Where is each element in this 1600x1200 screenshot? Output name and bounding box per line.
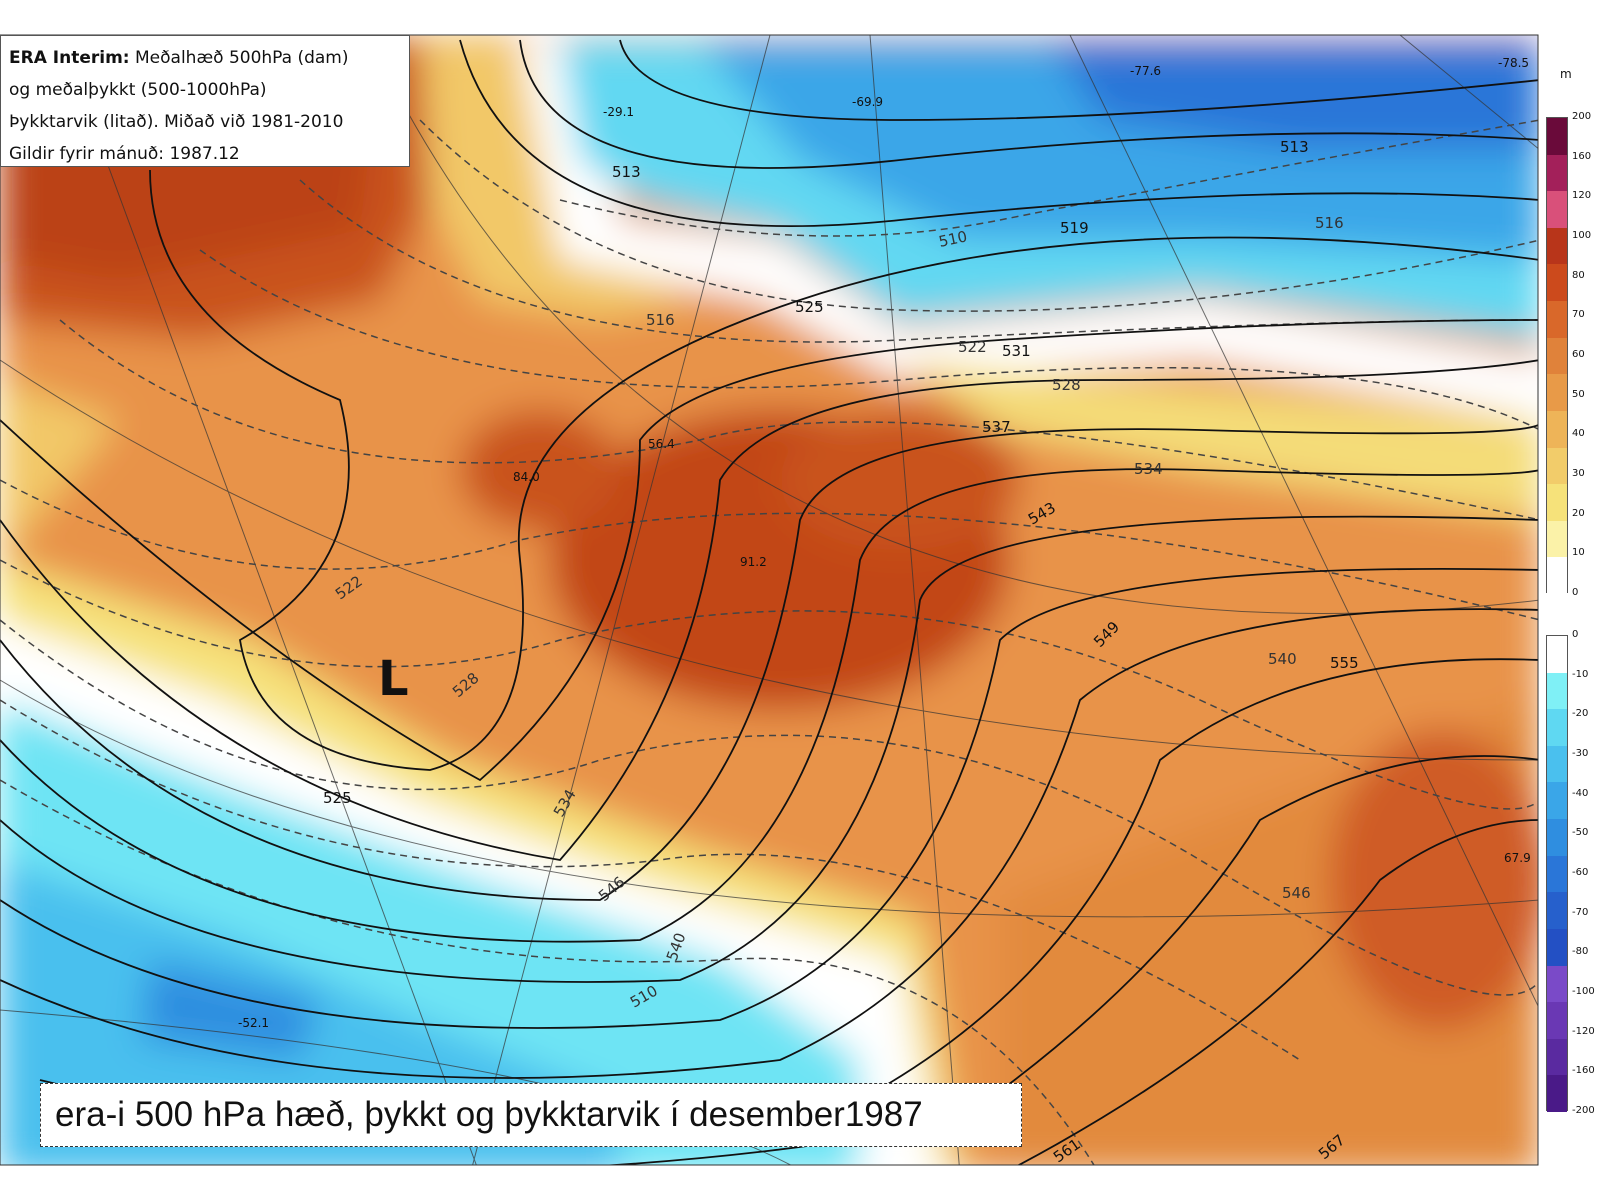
colorbar-positive-tick-label: 50 [1572, 388, 1585, 400]
thickness-contour-label: 516 [1315, 214, 1344, 232]
colorbar-segment [1547, 557, 1567, 595]
thickness-contour-label: 522 [958, 338, 987, 356]
colorbar-segment [1547, 819, 1567, 857]
colorbar-negative-tick-label: -200 [1572, 1105, 1595, 1116]
colorbar-negative [1546, 635, 1568, 1113]
height-contour-label: 525 [795, 298, 824, 316]
thickness-contour-label: 510 [937, 227, 969, 251]
colorbar-segment [1547, 636, 1567, 674]
colorbar-segment [1547, 782, 1567, 820]
colorbar-negative-tick-label: -80 [1572, 946, 1589, 958]
anomaly-value: -77.6 [1130, 64, 1161, 78]
colorbar-positive-tick-label: 20 [1572, 507, 1585, 519]
colorbar-positive-tick-label: 60 [1572, 349, 1585, 360]
anomaly-value: 56.4 [648, 437, 675, 451]
thickness-contour-label: 516 [646, 311, 675, 329]
colorbar-negative-tick-label: -50 [1572, 827, 1589, 839]
graticule [0, 35, 1538, 1165]
height-contour-label: 513 [612, 163, 641, 181]
colorbar-unit: m [1560, 67, 1572, 81]
anomaly-value: -29.1 [603, 105, 634, 119]
map-labels: L -29.1 -69.9 -77.6 -78.5 84.0 56.4 91.2… [238, 56, 1531, 1166]
colorbar-segment [1547, 191, 1567, 229]
colorbar-negative-tick-label: -30 [1572, 748, 1589, 759]
height-contour-label: 525 [323, 789, 352, 807]
colorbar-segment [1547, 410, 1567, 449]
colorbar-negative-tick-label: -70 [1572, 906, 1589, 918]
colorbar-positive-tick-label: 10 [1572, 547, 1585, 559]
anomaly-value: -52.1 [238, 1016, 269, 1030]
colorbar-segment [1547, 227, 1567, 265]
colorbar-positive [1546, 117, 1568, 595]
colorbar-segment [1547, 892, 1567, 930]
anomaly-shading [0, 35, 1538, 1165]
info-line-2: og meðalþykkt (500-1000hPa) [9, 80, 267, 100]
colorbar-positive-tick-label: 0 [1572, 587, 1579, 598]
anomaly-value: 84.0 [513, 470, 540, 484]
height-contour-label: 519 [1060, 219, 1089, 237]
colorbar-negative-tick-label: -20 [1572, 708, 1589, 720]
colorbar-segment [1547, 1038, 1567, 1076]
caption: era-i 500 hPa hæð, þykkt og þykktarvik í… [40, 1083, 1022, 1147]
height-contour-label: 555 [1330, 654, 1359, 672]
colorbar-segment [1547, 709, 1567, 747]
colorbar-negative-tick-label: -100 [1572, 986, 1595, 997]
colorbar-segment [1547, 264, 1567, 302]
map-info-box: ERA Interim: Meðalhæð 500hPa (dam) og me… [0, 35, 410, 167]
thickness-contour-label: 528 [1052, 376, 1081, 394]
thickness-contours [0, 119, 1538, 1165]
colorbar-segment [1547, 965, 1567, 1003]
colorbar-segment [1547, 745, 1567, 783]
anomaly-value: -69.9 [852, 95, 883, 109]
info-line-4: Gildir fyrir mánuð: 1987.12 [9, 144, 240, 164]
thickness-contour-label: 534 [1134, 460, 1163, 478]
colorbar-positive-tick-label: 80 [1572, 269, 1585, 281]
colorbar-negative-tick-label: -40 [1572, 787, 1589, 799]
colorbar-segment [1547, 928, 1567, 967]
colorbar-segment [1547, 1002, 1567, 1040]
colorbar-segment [1547, 855, 1567, 893]
colorbar-segment [1547, 337, 1567, 375]
anomaly-value: 91.2 [740, 555, 767, 569]
anomaly-value: 67.9 [1504, 851, 1531, 865]
colorbar-positive-tick-label: 160 [1572, 150, 1592, 162]
info-line-1: Meðalhæð 500hPa (dam) [129, 48, 349, 68]
thickness-contour-label: 540 [1268, 650, 1297, 668]
colorbar-segment [1547, 672, 1567, 710]
colorbar-segment [1547, 484, 1567, 522]
colorbar-negative-tick-label: -10 [1572, 668, 1589, 680]
colorbar-positive-tick-label: 100 [1572, 230, 1592, 241]
colorbar-positive-tick-label: 30 [1572, 468, 1585, 479]
colorbar-segment [1547, 118, 1567, 156]
colorbar-positive-tick-label: 40 [1572, 428, 1585, 440]
colorbar-positive-tick-label: 120 [1572, 190, 1592, 202]
height-contour-label: 531 [1002, 342, 1031, 360]
colorbar-segment [1547, 447, 1567, 485]
colorbar-segment [1547, 374, 1567, 412]
info-title: ERA Interim: [9, 48, 130, 68]
colorbar-positive-tick-label: 200 [1572, 111, 1592, 122]
thickness-contour-label: 546 [1282, 884, 1311, 902]
anomaly-value: -78.5 [1498, 56, 1529, 70]
height-contour-label: 537 [982, 418, 1011, 436]
colorbar-negative-tick-label: -120 [1572, 1025, 1595, 1037]
low-pressure-symbol: L [378, 651, 409, 707]
colorbar-negative-tick-label: -160 [1572, 1065, 1595, 1077]
colorbar-segment [1547, 154, 1567, 192]
colorbar-negative-tick-label: 0 [1572, 629, 1579, 640]
colorbar-segment [1547, 1075, 1567, 1113]
height-contours [0, 39, 1538, 1165]
info-line-3: Þykktarvik (litað). Miðað við 1981-2010 [9, 112, 344, 132]
colorbar-negative-tick-label: -60 [1572, 867, 1589, 878]
colorbar-positive-tick-label: 70 [1572, 309, 1585, 321]
height-contour-label: 513 [1280, 138, 1309, 156]
colorbar-segment [1547, 520, 1567, 558]
colorbar-segment [1547, 301, 1567, 339]
